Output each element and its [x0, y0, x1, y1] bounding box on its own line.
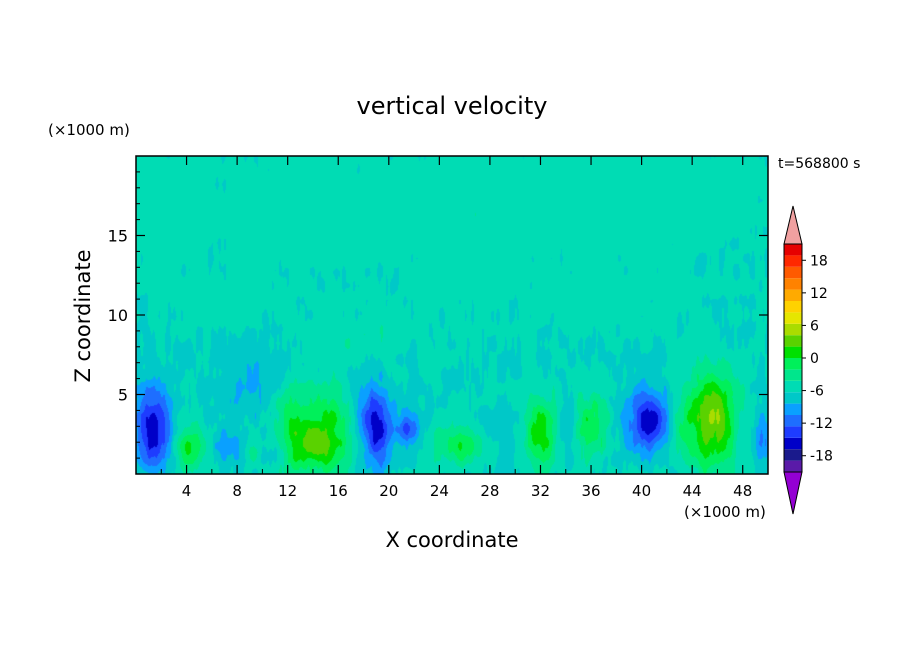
- colorbar-band: [784, 301, 802, 313]
- y-unit-label: (×1000 m): [48, 121, 130, 139]
- colorbar-band: [784, 278, 802, 290]
- colorbar-tick-label: 12: [810, 286, 828, 302]
- y-ticks: 5 10 15: [108, 171, 768, 459]
- chart-title: vertical velocity: [357, 92, 548, 120]
- x-tick-label: 16: [329, 482, 348, 500]
- contour-field: [136, 156, 768, 474]
- colorbar-band: [784, 369, 802, 381]
- colorbar-band: [784, 244, 802, 256]
- colorbar-band: [784, 289, 802, 301]
- y-tick-label: 5: [118, 386, 128, 405]
- colorbar-tick-label: -12: [810, 416, 833, 432]
- y-axis-label: Z coordinate: [71, 249, 95, 382]
- colorbar-band: [784, 358, 802, 370]
- x-tick-label: 4: [182, 482, 192, 500]
- colorbar-band: [784, 403, 802, 415]
- x-tick-label: 24: [430, 482, 449, 500]
- colorbar-tick-label: 6: [810, 318, 819, 334]
- colorbar-tick-label: 0: [810, 351, 819, 367]
- y-tick-label: 10: [108, 306, 128, 325]
- colorbar-band: [784, 449, 802, 461]
- y-tick-label: 15: [108, 227, 128, 246]
- x-tick-label: 12: [278, 482, 297, 500]
- colorbar-band: [784, 346, 802, 358]
- x-tick-label: 32: [531, 482, 550, 500]
- colorbar-band: [784, 460, 802, 472]
- colorbar-band: [784, 255, 802, 267]
- x-unit-label: (×1000 m): [684, 503, 766, 521]
- colorbar-band: [784, 437, 802, 450]
- colorbar-band: [784, 335, 802, 347]
- x-tick-label: 48: [733, 482, 752, 500]
- colorbar: 18 12 6 0 -6 -12 -18: [783, 205, 833, 515]
- colorbar-band: [784, 392, 802, 404]
- x-tick-label: 36: [581, 482, 600, 500]
- colorbar-band: [784, 312, 802, 324]
- colorbar-tick-label: 18: [810, 253, 828, 269]
- colorbar-band: [784, 323, 802, 336]
- x-tick-label: 20: [379, 482, 398, 500]
- colorbar-band: [784, 426, 802, 438]
- colorbar-tick-label: -6: [810, 384, 824, 400]
- x-tick-label: 40: [632, 482, 651, 500]
- x-tick-label: 44: [683, 482, 702, 500]
- x-tick-label: 8: [232, 482, 242, 500]
- time-label: t=568800 s: [778, 156, 860, 172]
- colorbar-extend-max: [783, 205, 803, 245]
- colorbar-band: [784, 380, 802, 393]
- x-axis-label: X coordinate: [385, 528, 518, 552]
- colorbar-band: [784, 415, 802, 427]
- colorbar-band: [784, 266, 802, 279]
- colorbar-tick-label: -18: [810, 449, 833, 465]
- x-tick-label: 28: [480, 482, 499, 500]
- colorbar-extend-min: [783, 471, 803, 515]
- x-ticks: 4 8 12 16 20 24 28 32 36 40 44 48: [160, 156, 752, 500]
